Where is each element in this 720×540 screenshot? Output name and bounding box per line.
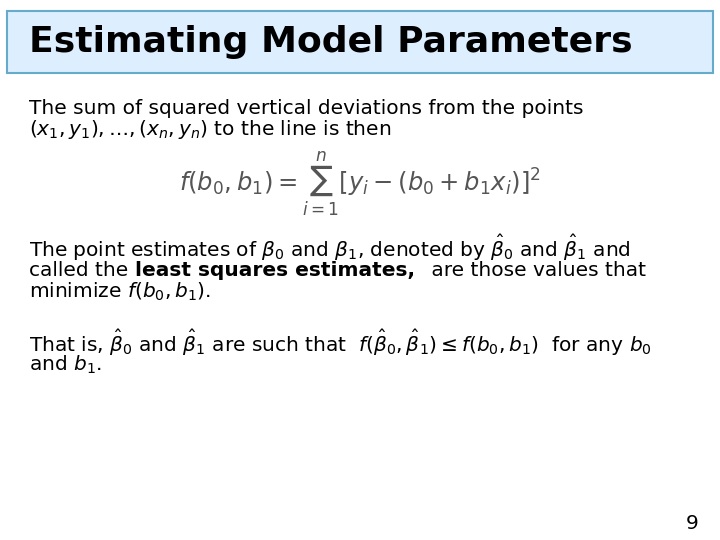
Text: $(x_1, y_1), \ldots, (x_n, y_n)$ to the line is then: $(x_1, y_1), \ldots, (x_n, y_n)$ to the … (29, 118, 391, 141)
Text: The sum of squared vertical deviations from the points: The sum of squared vertical deviations f… (29, 98, 583, 118)
Text: least squares estimates,: least squares estimates, (135, 260, 415, 280)
Text: are those values that: are those values that (425, 260, 646, 280)
Text: The point estimates of $\beta_0$ and $\beta_1$, denoted by $\hat{\beta}_0$ and $: The point estimates of $\beta_0$ and $\b… (29, 233, 631, 264)
Text: Estimating Model Parameters: Estimating Model Parameters (29, 25, 632, 59)
Text: called the: called the (29, 260, 135, 280)
FancyBboxPatch shape (7, 11, 713, 73)
Text: That is, $\hat{\beta}_0$ and $\hat{\beta}_1$ are such that  $f(\hat{\beta}_0, \h: That is, $\hat{\beta}_0$ and $\hat{\beta… (29, 328, 652, 358)
Text: minimize $\mathit{f}(b_0, b_1)$.: minimize $\mathit{f}(b_0, b_1)$. (29, 280, 211, 303)
Text: and $b_1$.: and $b_1$. (29, 353, 102, 376)
Text: $f(b_0, b_1) = \sum_{i=1}^{n} [y_i - (b_0 + b_1 x_i)]^2$: $f(b_0, b_1) = \sum_{i=1}^{n} [y_i - (b_… (179, 149, 541, 218)
Text: 9: 9 (685, 514, 698, 534)
